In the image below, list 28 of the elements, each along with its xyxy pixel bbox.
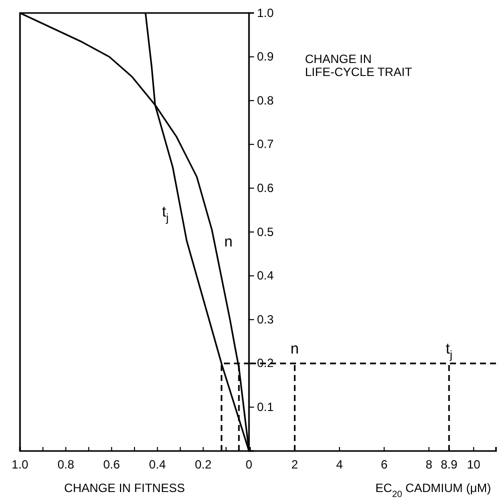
x-tick-label: 1.0 [12, 458, 29, 472]
x-tick-label: 0.8 [57, 458, 74, 472]
y-tick-label: 1.0 [257, 6, 274, 20]
y-tick-label: 0.8 [257, 93, 274, 108]
x-axis-title: CHANGE IN FITNESS [64, 481, 185, 495]
series-label: n [290, 340, 299, 358]
x-tick-label: 8.9 [440, 458, 458, 472]
x-axis-title: EC$_{20}$ CADMIUM (μM) [375, 481, 491, 499]
x-tick-label: 10 [466, 458, 481, 472]
x-tick-label: 0.4 [149, 458, 166, 472]
y-tick-label: 0.9 [257, 50, 274, 64]
x-tick-label: 0 [246, 458, 253, 472]
y-tick-label: 0.3 [257, 312, 274, 326]
y-tick-label: 0.5 [257, 224, 274, 239]
x-tick-label: 2 [291, 458, 298, 472]
x-tick-label: 4 [336, 458, 344, 472]
series-label: t$_{j}$ [162, 203, 169, 224]
y-tick-label: 0.4 [257, 268, 274, 283]
x-tick-label: 8 [426, 458, 433, 472]
x-tick-label: 0.6 [103, 458, 120, 472]
y-tick-label: 0.6 [257, 181, 274, 196]
x-tick-label: 0.2 [194, 458, 212, 472]
y-axis-title: CHANGE IN LIFE-CYCLE TRAIT [305, 52, 413, 79]
y-tick-label: 0.7 [257, 137, 274, 152]
y-tick-label: 0.1 [257, 400, 274, 414]
series-label: n [224, 233, 233, 250]
x-tick-label: 6 [380, 458, 388, 472]
series-label: t$_{j}$ [446, 340, 452, 362]
